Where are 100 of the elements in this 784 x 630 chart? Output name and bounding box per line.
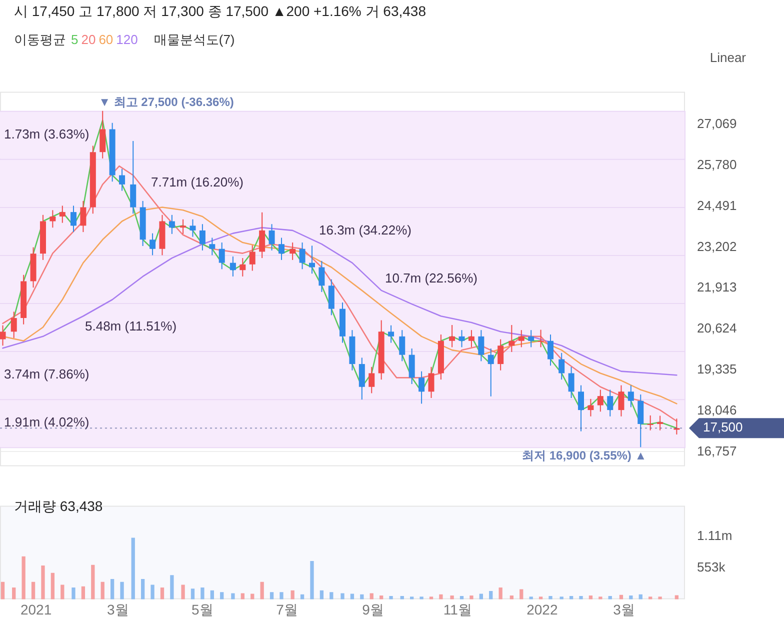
x-tick-label: 2021 (20, 601, 52, 618)
band-label: 1.73m (3.63%) (4, 126, 90, 142)
candlestick (150, 232, 156, 256)
bar (410, 596, 414, 600)
candlestick (299, 242, 306, 270)
candlestick (278, 237, 284, 260)
candlestick (597, 389, 604, 412)
band-label: 10.7m (22.56%) (385, 270, 478, 286)
candlestick (240, 258, 246, 277)
candlestick (318, 260, 325, 293)
bar (12, 588, 16, 600)
candlestick (538, 329, 544, 348)
candlestick (578, 384, 584, 432)
y-tick-label: 21,913 (697, 280, 737, 295)
bar (520, 589, 524, 600)
candlestick (558, 352, 565, 380)
candlestick (408, 348, 415, 385)
text: 120 (116, 32, 138, 47)
bar (310, 560, 314, 600)
candlestick (50, 210, 56, 228)
candlestick (290, 242, 296, 260)
candlestick (488, 348, 494, 397)
candlestick (268, 224, 275, 251)
candlestick (418, 370, 425, 404)
bar (231, 593, 235, 600)
candlestick (618, 384, 624, 417)
candlestick (647, 414, 654, 431)
bar (72, 588, 76, 600)
bar (270, 592, 274, 600)
candlestick (528, 330, 534, 348)
bar (330, 592, 334, 600)
candlestick (168, 214, 175, 234)
y-tick-label: 19,335 (697, 361, 737, 376)
candlestick (59, 205, 66, 224)
bar (489, 590, 493, 600)
bar (400, 596, 404, 600)
band-label: 7.71m (16.20%) (151, 174, 244, 190)
bar (220, 592, 224, 600)
x-tick-label: 7월 (276, 601, 298, 618)
candlestick (259, 212, 266, 259)
x-tick-label: 3월 (106, 601, 129, 618)
bar (529, 596, 533, 600)
bar (560, 596, 564, 600)
candlestick (199, 224, 206, 251)
candlestick (209, 237, 216, 256)
candlestick (468, 330, 474, 348)
bar (170, 575, 174, 600)
annotation: ▼ 최고 27,500 (-36.36%) (98, 95, 234, 110)
y-tick-label: 27,069 (697, 116, 737, 132)
annotation: 최저 16,900 (3.55%) ▲ (522, 448, 647, 462)
bar (240, 593, 244, 600)
text: 60 (98, 32, 114, 47)
candlestick (388, 324, 394, 344)
candlestick (508, 324, 515, 352)
candlestick (190, 218, 196, 238)
candlestick (308, 245, 315, 274)
candlestick (568, 366, 574, 398)
bar (190, 588, 195, 600)
bar (498, 588, 502, 600)
candlestick (80, 200, 86, 233)
bar (538, 596, 543, 600)
candlestick (119, 168, 126, 192)
bar (470, 595, 474, 600)
bar (41, 565, 45, 600)
candlestick (328, 278, 334, 316)
bar (50, 572, 55, 600)
band-label: 1.91m (4.02%) (4, 414, 90, 430)
candlestick (498, 338, 504, 371)
bar (320, 590, 324, 600)
y-tick-label: 25,780 (697, 156, 737, 172)
ref-line-label: 17,500 (703, 420, 743, 435)
band-label: 5.48m (11.51%) (85, 318, 177, 334)
candlestick (249, 244, 256, 272)
y-tick-label: 18,046 (697, 402, 737, 418)
bar (131, 538, 135, 600)
bar (290, 590, 294, 600)
candlestick (449, 324, 456, 348)
candlestick (458, 330, 465, 348)
x-tick-label: 5월 (192, 601, 214, 618)
candlestick (230, 256, 236, 277)
candlestick (10, 311, 17, 339)
bar (598, 596, 602, 600)
bar (140, 579, 145, 600)
candlestick (478, 330, 484, 362)
candlestick (428, 366, 434, 398)
bar (439, 594, 443, 600)
chart-title: 거래량 63,438 (14, 498, 103, 516)
candlestick (518, 330, 524, 348)
bar (460, 596, 464, 600)
bar (120, 582, 124, 600)
bar (629, 595, 633, 600)
x-tick-label: 9월 (362, 601, 384, 618)
bar (260, 582, 264, 600)
candlestick (588, 398, 594, 417)
bar (548, 596, 552, 600)
bar (100, 582, 104, 600)
bar (340, 593, 344, 600)
candlestick (130, 140, 136, 214)
bar (200, 588, 204, 600)
y-tick-label: 1.11m (697, 528, 732, 543)
